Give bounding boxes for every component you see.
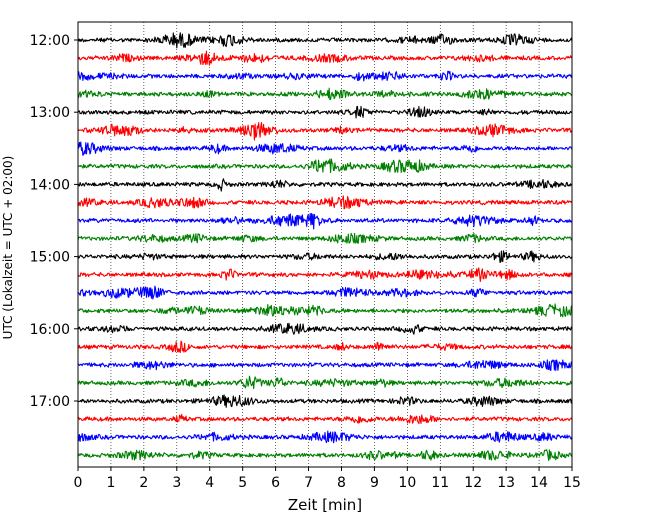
plot-frame <box>77 21 573 468</box>
y-tick-label: 15:00 <box>30 250 70 266</box>
x-tick-label: 5 <box>238 475 247 491</box>
seismic-trace <box>77 359 573 372</box>
seismic-trace <box>77 212 573 230</box>
x-tick-label: 9 <box>370 475 379 491</box>
x-tick-label: 7 <box>304 475 313 491</box>
seismic-trace <box>77 375 573 390</box>
y-tick-label: 16:00 <box>30 322 70 338</box>
seismic-trace <box>77 32 573 49</box>
x-axis: 0 1 2 3 4 5 6 7 8 9 10 11 12 13 14 15 <box>74 467 581 491</box>
y-axis-label: UTC (Lokalzeit = UTC + 02:00) <box>1 156 15 340</box>
x-tick-label: 8 <box>337 475 346 491</box>
x-tick-label: 11 <box>431 475 449 491</box>
y-axis: 12:00 13:00 14:00 15:00 16:00 17:00 <box>30 33 78 410</box>
x-tick-label: 6 <box>271 475 280 491</box>
seismic-trace <box>77 394 573 408</box>
seismic-trace <box>77 303 573 318</box>
y-tick-label: 17:00 <box>30 394 70 410</box>
y-tick-label: 14:00 <box>30 177 70 193</box>
x-tick-label: 4 <box>205 475 214 491</box>
x-tick-label: 12 <box>464 475 482 491</box>
seismic-trace <box>77 449 573 462</box>
seismic-trace <box>77 141 573 156</box>
seismic-trace <box>77 50 573 66</box>
x-tick-label: 2 <box>139 475 148 491</box>
seismic-trace <box>77 285 573 300</box>
seismic-trace <box>77 178 573 192</box>
x-tick-label: 1 <box>106 475 115 491</box>
seismic-trace <box>77 250 573 263</box>
seismic-trace <box>77 413 573 425</box>
x-tick-label: 3 <box>172 475 181 491</box>
x-tick-label: 0 <box>74 475 83 491</box>
seismic-trace <box>77 195 573 210</box>
seismic-trace <box>77 322 572 335</box>
y-tick-label: 13:00 <box>30 105 70 121</box>
seismic-trace <box>77 70 573 82</box>
seismic-trace <box>77 122 573 141</box>
x-tick-label: 14 <box>530 475 548 491</box>
x-tick-label: 15 <box>563 475 581 491</box>
x-tick-label: 10 <box>398 475 416 491</box>
seismic-traces <box>77 32 573 462</box>
x-tick-label: 13 <box>497 475 515 491</box>
seismic-trace <box>77 232 573 244</box>
seismic-trace <box>77 87 573 101</box>
x-axis-label: Zeit [min] <box>288 496 362 514</box>
grid-lines <box>110 22 540 467</box>
seismic-trace <box>77 105 573 119</box>
seismic-trace <box>77 430 573 444</box>
y-tick-label: 12:00 <box>30 33 70 49</box>
seismic-trace <box>77 158 573 174</box>
seismic-trace <box>77 340 573 354</box>
seismic-trace <box>77 267 573 282</box>
